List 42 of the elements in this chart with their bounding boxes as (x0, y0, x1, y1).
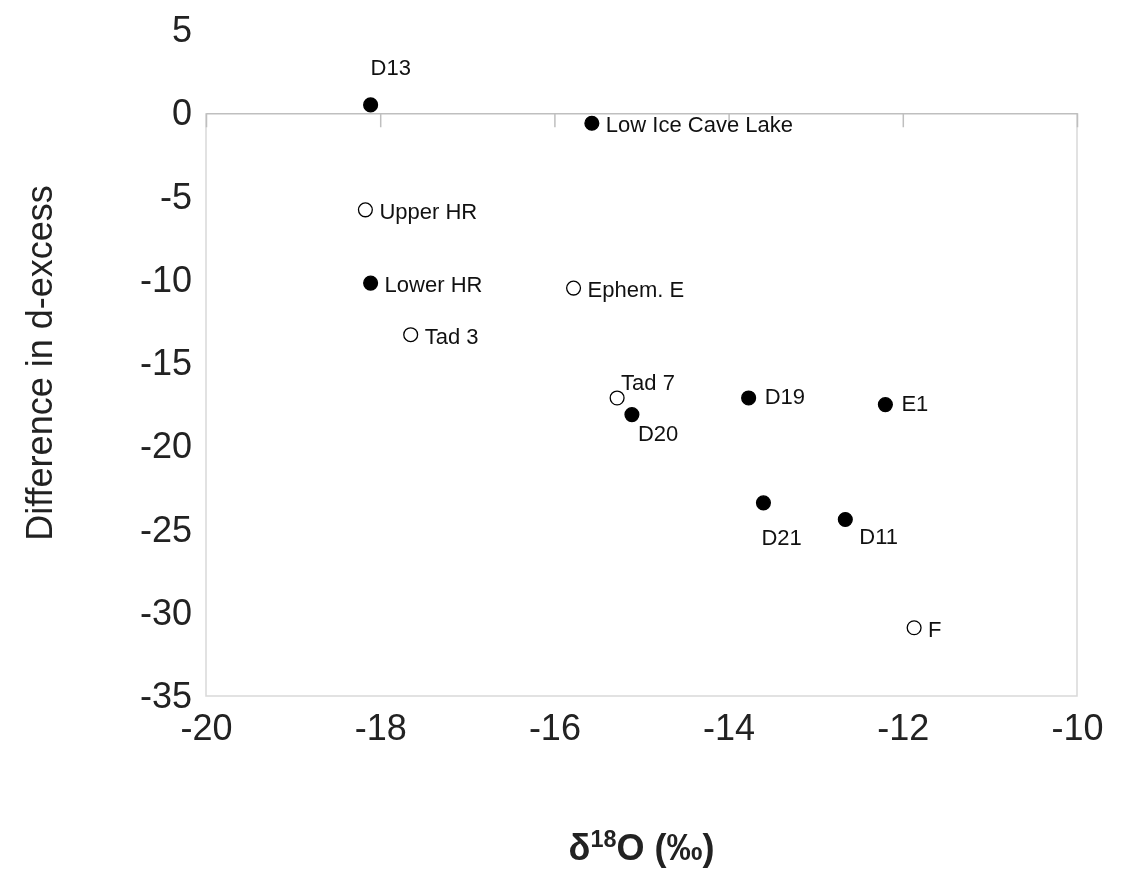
x-axis-title: δ$^{18}$O (‰) (568, 826, 715, 868)
point (906, 620, 922, 636)
y-tick-label: -15 (139, 342, 192, 384)
point (624, 407, 640, 423)
annotation: Tad 7 (621, 369, 675, 395)
y-tick-label: -20 (139, 425, 192, 467)
point (837, 511, 853, 528)
y-tick-label: -5 (159, 175, 192, 217)
point (584, 115, 600, 131)
y-tick-label: 0 (171, 92, 192, 134)
y-tick-label: -25 (139, 508, 192, 550)
point (566, 280, 582, 296)
annotation: F (928, 616, 942, 642)
annotation: D21 (761, 524, 802, 550)
annotation: Ephem. E (587, 277, 685, 303)
annotation: D19 (764, 383, 805, 409)
point (609, 390, 625, 406)
y-tick-label: 5 (171, 9, 192, 51)
annotation: D13 (370, 54, 411, 80)
point (357, 202, 373, 218)
annotation: Lower HR (384, 272, 483, 298)
point (363, 275, 379, 291)
y-axis-title: Difference in d-excess (19, 185, 60, 541)
x-tick-label: -18 (354, 706, 407, 748)
annotation: Low Ice Cave Lake (605, 112, 793, 138)
point (363, 97, 379, 113)
annotation: D20 (637, 420, 679, 446)
annotation: E1 (901, 390, 929, 416)
point (877, 397, 893, 413)
y-tick-label: -30 (139, 591, 192, 633)
x-tick-label: -14 (703, 706, 756, 748)
y-tick-label: -10 (139, 258, 192, 300)
annotation: Tad 3 (424, 323, 479, 349)
point (755, 495, 771, 511)
point (741, 390, 757, 406)
point (403, 327, 419, 343)
annotation: Upper HR (379, 198, 478, 224)
x-tick-label: -10 (1051, 706, 1104, 748)
y-tick-label: -35 (139, 675, 192, 717)
annotation: D11 (859, 523, 899, 549)
x-tick-label: -16 (528, 706, 581, 748)
x-tick-label: -12 (877, 706, 930, 748)
